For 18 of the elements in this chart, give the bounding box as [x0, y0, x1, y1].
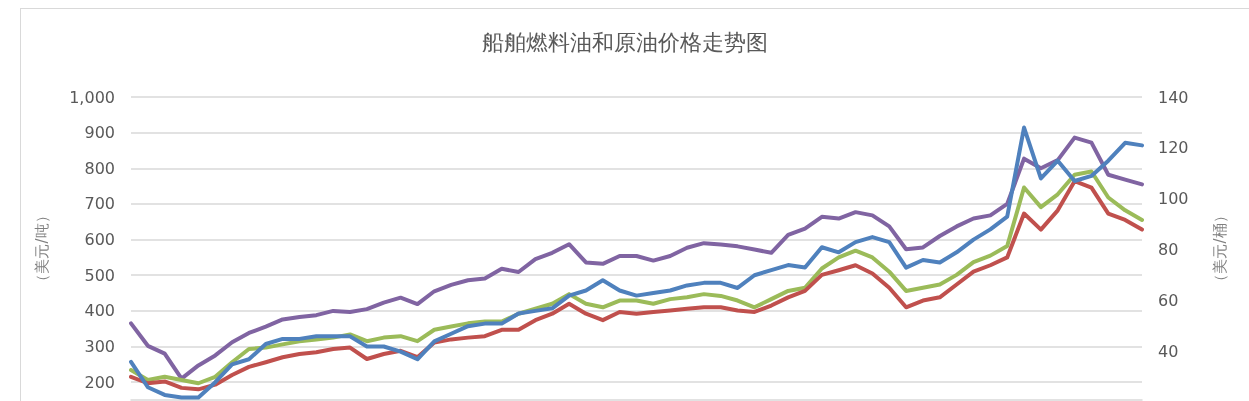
y-tick-label: 1,000 [69, 87, 115, 107]
y2-tick-label: 60 [1158, 291, 1179, 311]
y2-tick-label: 80 [1158, 240, 1179, 260]
y-tick-label: 600 [84, 230, 115, 250]
y-axis-title: （美元/吨） [32, 208, 51, 289]
y-tick-label: 300 [84, 337, 115, 357]
chart-title: 船舶燃料油和原油价格走势图 [481, 29, 768, 55]
y-tick-label: 400 [84, 301, 115, 321]
y2-tick-label: 40 [1158, 342, 1179, 362]
y-tick-label: 800 [84, 158, 115, 178]
y-tick-label: 900 [84, 123, 115, 143]
y2-tick-label: 100 [1158, 189, 1189, 209]
y-tick-label: 500 [84, 265, 115, 285]
y2-tick-label: 140 [1158, 87, 1189, 107]
y2-axis-title: （美元/桶） [1210, 208, 1229, 289]
y-tick-label: 200 [84, 372, 115, 392]
y2-tick-label: 120 [1158, 138, 1189, 158]
y-tick-label: 700 [84, 194, 115, 214]
